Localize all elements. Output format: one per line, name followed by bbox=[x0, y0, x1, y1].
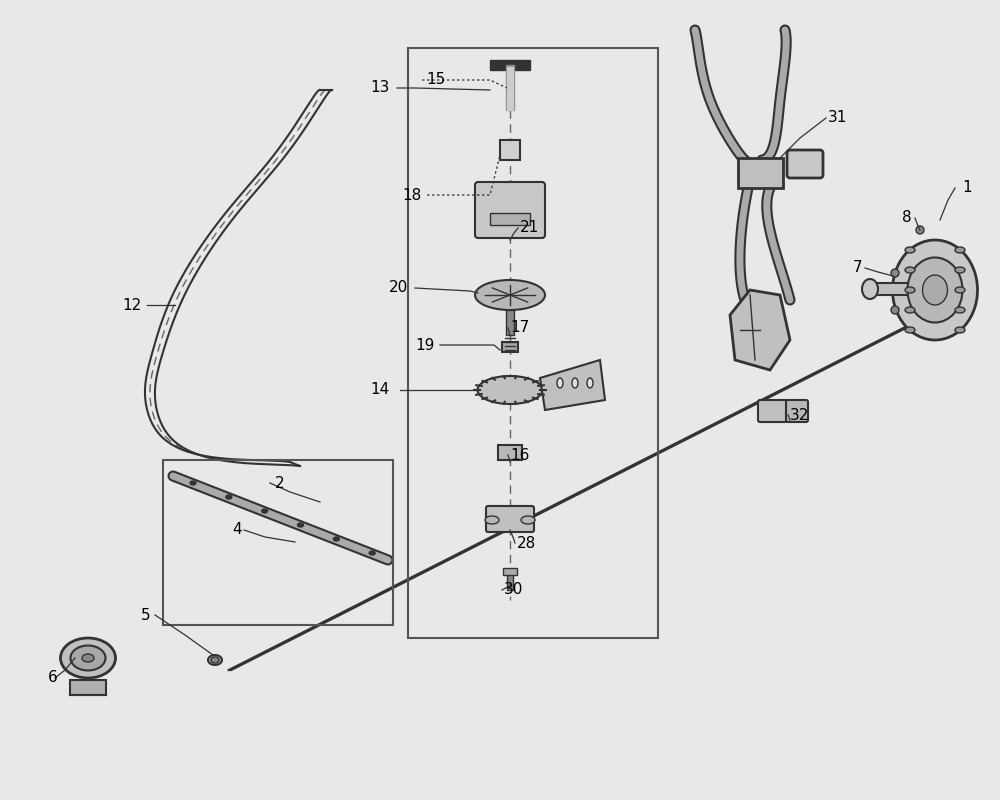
Text: 14: 14 bbox=[371, 382, 390, 398]
Ellipse shape bbox=[226, 495, 232, 499]
Text: 15: 15 bbox=[426, 73, 445, 87]
Ellipse shape bbox=[955, 287, 965, 293]
Ellipse shape bbox=[190, 481, 196, 485]
Ellipse shape bbox=[521, 516, 535, 524]
Bar bbox=[506, 65, 514, 110]
Bar bbox=[500, 140, 520, 160]
Text: 21: 21 bbox=[520, 221, 539, 235]
Text: 18: 18 bbox=[403, 187, 422, 202]
Bar bbox=[507, 570, 513, 590]
Ellipse shape bbox=[572, 378, 578, 388]
Ellipse shape bbox=[908, 258, 962, 322]
Text: 13: 13 bbox=[371, 81, 390, 95]
Text: 1: 1 bbox=[962, 181, 972, 195]
Bar bbox=[870, 283, 920, 295]
Ellipse shape bbox=[262, 509, 268, 513]
Ellipse shape bbox=[893, 240, 978, 340]
Ellipse shape bbox=[955, 267, 965, 273]
Text: 20: 20 bbox=[389, 281, 408, 295]
Ellipse shape bbox=[369, 551, 375, 555]
Ellipse shape bbox=[208, 655, 222, 665]
Polygon shape bbox=[730, 290, 790, 370]
Ellipse shape bbox=[922, 275, 948, 305]
Bar bbox=[498, 445, 522, 460]
Bar bbox=[507, 67, 513, 110]
Ellipse shape bbox=[905, 267, 915, 273]
Text: 32: 32 bbox=[790, 407, 809, 422]
Bar bbox=[490, 60, 530, 70]
Bar bbox=[502, 342, 518, 352]
Ellipse shape bbox=[82, 654, 94, 662]
Ellipse shape bbox=[333, 537, 339, 541]
Ellipse shape bbox=[60, 638, 116, 678]
Text: 16: 16 bbox=[510, 447, 529, 462]
Circle shape bbox=[916, 226, 924, 234]
Bar bbox=[506, 310, 514, 335]
Ellipse shape bbox=[211, 657, 219, 663]
Ellipse shape bbox=[905, 327, 915, 333]
Bar bbox=[163, 460, 393, 625]
Text: 31: 31 bbox=[828, 110, 847, 126]
Bar bbox=[738, 158, 783, 188]
Ellipse shape bbox=[478, 376, 542, 404]
Text: 12: 12 bbox=[123, 298, 142, 313]
Ellipse shape bbox=[298, 523, 304, 527]
Polygon shape bbox=[540, 360, 605, 410]
Ellipse shape bbox=[485, 516, 499, 524]
Text: 19: 19 bbox=[416, 338, 435, 353]
FancyBboxPatch shape bbox=[787, 150, 823, 178]
Ellipse shape bbox=[475, 280, 545, 310]
Circle shape bbox=[891, 269, 899, 277]
Text: 6: 6 bbox=[48, 670, 58, 686]
Text: 5: 5 bbox=[140, 607, 150, 622]
Text: 30: 30 bbox=[504, 582, 523, 598]
Text: 17: 17 bbox=[510, 321, 529, 335]
Text: 28: 28 bbox=[517, 535, 536, 550]
FancyBboxPatch shape bbox=[786, 400, 808, 422]
Ellipse shape bbox=[905, 247, 915, 253]
Bar bbox=[490, 213, 530, 225]
Ellipse shape bbox=[557, 378, 563, 388]
FancyBboxPatch shape bbox=[475, 182, 545, 238]
Ellipse shape bbox=[70, 646, 106, 670]
FancyBboxPatch shape bbox=[758, 400, 787, 422]
Ellipse shape bbox=[905, 307, 915, 313]
Circle shape bbox=[891, 306, 899, 314]
Ellipse shape bbox=[587, 378, 593, 388]
Ellipse shape bbox=[955, 307, 965, 313]
Bar bbox=[503, 568, 517, 575]
Ellipse shape bbox=[955, 327, 965, 333]
Text: 7: 7 bbox=[852, 261, 862, 275]
Text: 4: 4 bbox=[232, 522, 242, 538]
Text: 2: 2 bbox=[275, 475, 285, 490]
Bar bbox=[408, 48, 658, 638]
FancyBboxPatch shape bbox=[486, 506, 534, 532]
Ellipse shape bbox=[862, 279, 878, 299]
Text: 8: 8 bbox=[902, 210, 912, 226]
Bar bbox=[70, 680, 106, 695]
Ellipse shape bbox=[905, 287, 915, 293]
Ellipse shape bbox=[955, 247, 965, 253]
